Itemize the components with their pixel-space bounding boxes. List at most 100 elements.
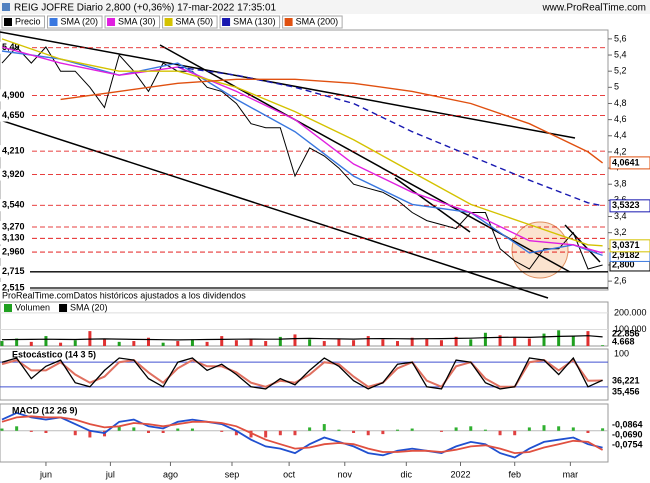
stoch-line <box>1 356 603 390</box>
macd-hist <box>410 428 414 431</box>
value-label: 36,221 <box>612 375 640 385</box>
value-label: -0,0690 <box>612 429 643 439</box>
y-tick-label: 100 <box>614 348 629 358</box>
last-box <box>609 239 650 253</box>
macd-hist <box>498 430 502 436</box>
macd-hist <box>527 427 531 431</box>
x-tick-label: jul <box>105 469 115 479</box>
level-label: 2,715 <box>2 266 25 276</box>
macd-hist <box>308 427 312 431</box>
volume-bar <box>571 336 575 346</box>
macd-hist <box>234 430 238 436</box>
legend-swatch <box>164 18 173 26</box>
price-line <box>1 46 603 254</box>
volume-bar <box>146 337 150 346</box>
x-tick-label: oct <box>283 469 296 479</box>
level-label: 2,515 <box>2 282 25 292</box>
macd-hist <box>264 430 268 438</box>
legend-swatch <box>4 304 12 312</box>
volume-bar <box>44 336 48 346</box>
y-tick-label: 3,8 <box>614 179 627 189</box>
volume-bar <box>381 339 385 346</box>
highlight-circle <box>511 221 569 279</box>
volume-bar <box>220 336 224 346</box>
x-tick-label: ago <box>163 469 178 479</box>
legend-box <box>104 15 161 29</box>
volume-bar <box>15 338 19 346</box>
macd-hist <box>293 430 297 436</box>
legend-swatch <box>222 18 231 26</box>
x-tick-label: nov <box>338 469 353 479</box>
level-box <box>0 199 30 212</box>
macd-hist <box>542 425 546 431</box>
panel-title: MACD (12 26 9) <box>12 405 78 415</box>
legend-label: Precio <box>15 16 41 26</box>
legend-swatch <box>284 18 293 26</box>
macd-hist <box>337 429 341 431</box>
volume-bar <box>337 338 341 346</box>
volume-bar <box>161 342 165 346</box>
last-label: 4,0641 <box>612 157 640 167</box>
panel-title: Estocástico (14 3 5) <box>12 349 96 359</box>
level-box <box>0 246 30 259</box>
level-box <box>0 221 30 234</box>
y-tick-label: 5 <box>614 82 619 92</box>
macd-hist <box>381 430 385 435</box>
macd-hist <box>29 430 33 432</box>
last-box <box>609 199 650 213</box>
volume-bar <box>601 345 605 346</box>
macd-hist <box>586 430 590 433</box>
macd-line <box>1 415 604 455</box>
value-label: -0,0754 <box>612 439 643 449</box>
macd-hist <box>220 430 224 432</box>
volume-frame <box>0 301 609 347</box>
volume-bar <box>586 331 590 346</box>
volume-bar <box>0 341 4 346</box>
macd-hist <box>278 430 282 436</box>
price-line <box>177 66 603 207</box>
price-line <box>1 38 603 247</box>
volume-bar <box>366 336 370 346</box>
macd-hist <box>190 428 194 431</box>
macd-hist <box>483 429 487 431</box>
level-box <box>0 232 30 245</box>
macd-hist <box>161 430 165 433</box>
header-title: REIG JOFRE Diario 2,800 (+0,36%) 17-mar-… <box>14 3 277 14</box>
level-box <box>0 168 30 181</box>
y-tick-label: 5,2 <box>614 66 627 76</box>
legend-swatch <box>49 18 58 26</box>
macd-hist <box>469 426 473 431</box>
volume-bar <box>176 341 180 346</box>
level-box <box>0 145 30 158</box>
level-label: 3,920 <box>2 169 25 179</box>
volume-bar <box>498 335 502 346</box>
legend-label: SMA (20) <box>70 302 108 312</box>
macd-hist <box>44 430 48 433</box>
macd-hist <box>15 426 19 431</box>
macd-hist <box>557 426 561 431</box>
y-tick-label: 4,2 <box>614 146 627 156</box>
volume-bar <box>527 338 531 346</box>
macd-hist <box>571 427 575 431</box>
volume-bar <box>278 336 282 346</box>
logo <box>2 3 10 11</box>
legend-label: SMA (50) <box>176 16 214 26</box>
last-label: 3,0371 <box>612 240 640 250</box>
x-tick-label: 2022 <box>450 469 470 479</box>
macd-hist <box>88 430 92 438</box>
volume-bar <box>117 341 121 346</box>
y-tick-label: 4,6 <box>614 114 627 124</box>
level-label: 2,960 <box>2 246 25 256</box>
legend-label: SMA (130) <box>233 16 276 26</box>
level-label: 3,540 <box>2 200 25 210</box>
value-label: 4.668 <box>612 336 635 346</box>
x-tick-label: mar <box>563 469 579 479</box>
volume-bar <box>73 340 77 346</box>
note: ProRealTime.comDatos históricos ajustado… <box>2 290 246 300</box>
volume-bar <box>410 337 414 346</box>
macd-hist <box>454 427 458 431</box>
level-box <box>0 109 30 122</box>
header-bar <box>0 0 650 14</box>
legend-label: SMA (200) <box>296 16 339 26</box>
